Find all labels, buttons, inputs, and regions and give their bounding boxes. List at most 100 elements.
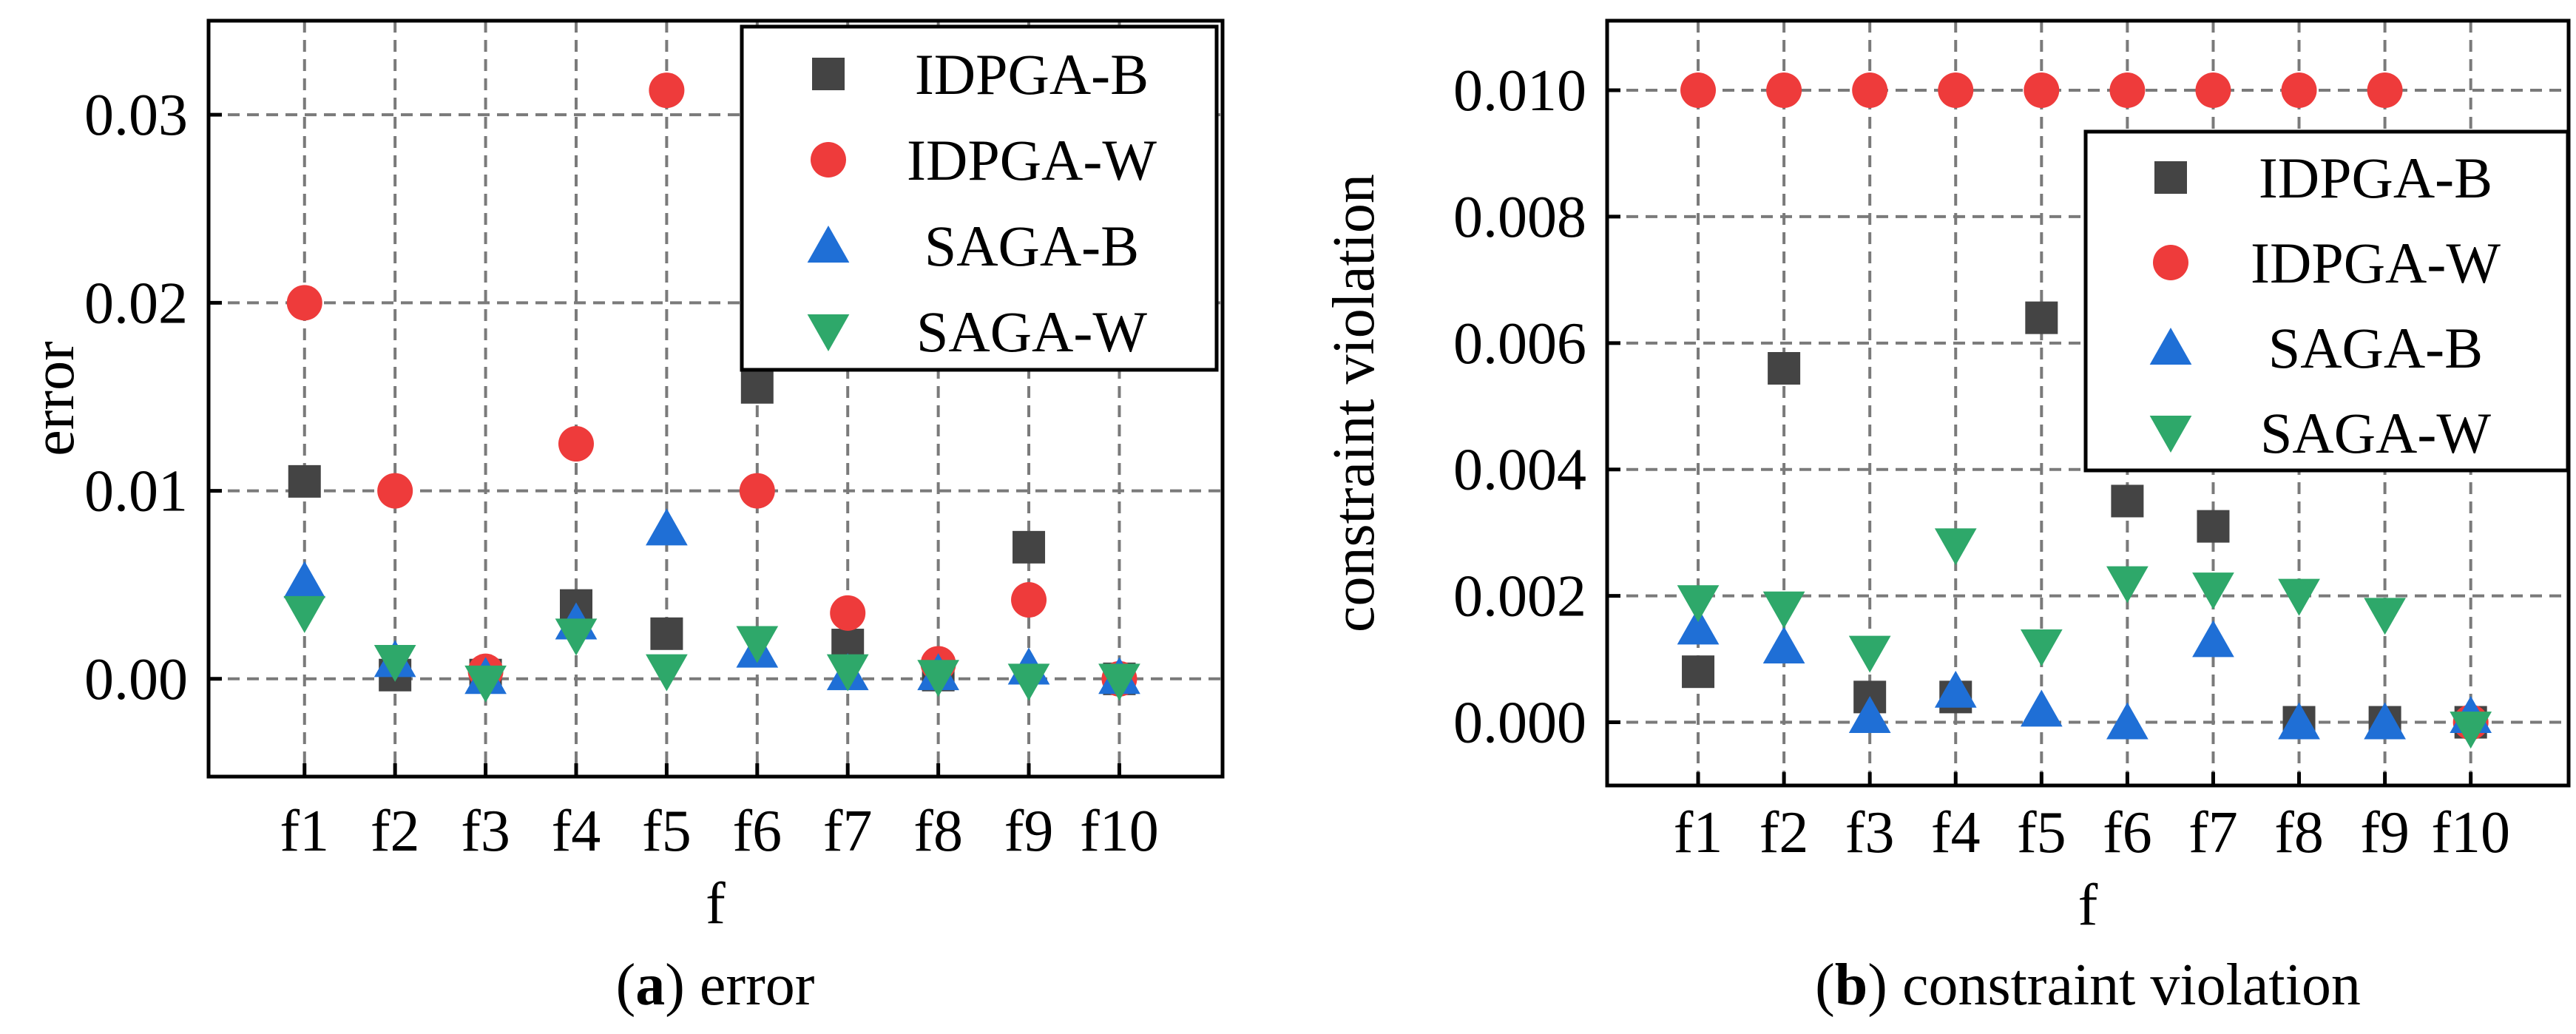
panel-b-idpga-b-point-f5 bbox=[2025, 301, 2058, 334]
panel-b-saga-w-point-f2 bbox=[1762, 591, 1805, 629]
panel-b-idpga-w-point-f8 bbox=[2281, 72, 2317, 108]
panel-b-xtick-label-f2: f2 bbox=[1759, 800, 1809, 865]
panel-a-xtick-label-f3: f3 bbox=[461, 799, 510, 864]
panel-a-saga-b-point-f5 bbox=[646, 508, 688, 546]
panel-b-xtick-label-f3: f3 bbox=[1845, 800, 1895, 865]
panel-b-saga-w-point-f6 bbox=[2106, 566, 2149, 604]
panel-a-idpga-w-point-f1 bbox=[286, 285, 322, 321]
panel-a-idpga-w-point-f4 bbox=[558, 426, 594, 462]
panel-a-legend-marker-saga-b bbox=[807, 226, 850, 263]
panel-a-xtick-label-f10: f10 bbox=[1080, 799, 1159, 864]
panel-b-idpga-w-point-f2 bbox=[1766, 72, 1802, 108]
panel-b-saga-w-point-f7 bbox=[2192, 572, 2234, 610]
panel-a-xtick-label-f9: f9 bbox=[1004, 799, 1054, 864]
panel-b-ytick-label: 0.002 bbox=[1453, 564, 1586, 629]
panel-b-caption-close-paren: ) bbox=[1867, 953, 1902, 1018]
panel-a-xtick-label-f8: f8 bbox=[913, 799, 963, 864]
panel-b-idpga-w-point-f4 bbox=[1938, 72, 1974, 108]
panel-b-saga-b-point-f6 bbox=[2106, 702, 2149, 740]
panel-a-idpga-b-point-f9 bbox=[1013, 530, 1046, 564]
panel-b-legend-marker-idpga-b bbox=[2154, 161, 2187, 194]
panel-a-caption-close-paren: ) bbox=[665, 953, 700, 1018]
panel-a-idpga-b-point-f5 bbox=[650, 617, 683, 650]
panel-b-idpga-b-point-f2 bbox=[1768, 352, 1801, 385]
panel-a-axes-frame bbox=[206, 18, 1225, 779]
panel-a-xtick-label-f5: f5 bbox=[642, 799, 692, 864]
panel-b-legend-marker-saga-b bbox=[2149, 328, 2192, 365]
panel-a-idpga-b-point-f6 bbox=[740, 371, 774, 404]
panel-b-caption-letter: b bbox=[1835, 953, 1868, 1018]
panel-b-xtick-label-f6: f6 bbox=[2103, 800, 2152, 865]
panel-b-xtick-label-f5: f5 bbox=[2017, 800, 2066, 865]
panel-b-x-axis-title: f bbox=[2078, 873, 2098, 938]
panel-a-ytick-label: 0.02 bbox=[84, 271, 188, 336]
panel-b-saga-w-point-f4 bbox=[1934, 528, 1977, 566]
panel-b-saga-w-point-f5 bbox=[2020, 629, 2063, 666]
panel-a-ytick-label: 0.00 bbox=[84, 647, 188, 712]
panel-a-legend-label-idpga-b: IDPGA-B bbox=[915, 42, 1149, 107]
panel-a-ytick-label: 0.03 bbox=[84, 83, 188, 148]
panel-a-idpga-w-point-f2 bbox=[377, 473, 413, 509]
panel-b-xtick-label-f10: f10 bbox=[2431, 800, 2510, 865]
panel-b-idpga-w-point-f6 bbox=[2109, 72, 2146, 108]
panel-b-saga-b-point-f5 bbox=[2020, 689, 2063, 727]
panel-b-constraint-violation-chart: IDPGA-B IDPGA-W SAGA-B SAGA-W 0.000 0.002 0.00… bbox=[1322, 18, 2571, 1018]
panel-a-xtick-label-f4: f4 bbox=[552, 799, 601, 864]
panel-b-ytick-label: 0.000 bbox=[1453, 691, 1586, 756]
panel-a-saga-w-point-f6 bbox=[736, 626, 779, 663]
panel-a-legend-marker-saga-w bbox=[807, 314, 850, 351]
panel-b-y-axis-title: constraint violation bbox=[1322, 174, 1387, 632]
panel-b-idpga-w-point-f9 bbox=[2367, 72, 2403, 108]
panel-a-saga-w-point-f8 bbox=[917, 660, 959, 697]
panel-b-caption-open-paren: ( bbox=[1815, 953, 1835, 1018]
panel-b-legend-marker-saga-w bbox=[2149, 416, 2192, 453]
panel-a-x-axis-title: f bbox=[706, 871, 726, 936]
panel-b-xtick-label-f8: f8 bbox=[2274, 800, 2324, 865]
panel-b-saga-b-point-f7 bbox=[2192, 620, 2234, 658]
panel-b-caption: (b) constraint violation bbox=[1815, 953, 2361, 1018]
panel-b-saga-b-point-f9 bbox=[2364, 702, 2406, 740]
panel-b-idpga-b-point-f7 bbox=[2197, 510, 2230, 543]
panel-b-xtick-label-f9: f9 bbox=[2360, 800, 2410, 865]
panel-a-xtick-label-f2: f2 bbox=[371, 799, 420, 864]
panel-b-saga-w-point-f3 bbox=[1848, 635, 1891, 673]
panel-a-legend-marker-idpga-b bbox=[812, 58, 845, 90]
panel-b-idpga-b-point-f1 bbox=[1682, 655, 1715, 689]
panel-a-ytick-label: 0.01 bbox=[84, 459, 188, 524]
panel-a-caption-text: error bbox=[700, 953, 814, 1018]
panel-b-xtick-label-f4: f4 bbox=[1931, 800, 1981, 865]
panel-b-saga-w-point-f10 bbox=[2450, 712, 2492, 749]
panel-a-caption-letter: a bbox=[635, 953, 665, 1018]
panel-b-saga-b-point-f8 bbox=[2278, 702, 2320, 740]
panel-a-idpga-b-point-f1 bbox=[288, 464, 321, 498]
panel-b-saga-b-point-f4 bbox=[1934, 670, 1977, 708]
panel-a-y-axis-title: error bbox=[21, 341, 87, 456]
panel-a-idpga-w-point-f7 bbox=[830, 595, 866, 631]
panel-a-saga-w-point-f4 bbox=[555, 618, 598, 656]
panel-a-error-chart: IDPGA-B IDPGA-W SAGA-B SAGA-W 0.00 0.01 0.02 0.… bbox=[21, 18, 1225, 1018]
panel-b-legend-label-idpga-w: IDPGA-W bbox=[2251, 231, 2501, 295]
panel-b-ytick-label: 0.008 bbox=[1453, 185, 1586, 250]
panel-b-saga-b-point-f2 bbox=[1762, 626, 1805, 663]
panel-b-idpga-w-point-f5 bbox=[2024, 72, 2060, 108]
panel-b-caption-text: constraint violation bbox=[1902, 953, 2361, 1018]
panel-a-idpga-w-point-f9 bbox=[1011, 582, 1047, 618]
panel-a-saga-b-point-f1 bbox=[283, 561, 326, 598]
panel-a-saga-w-point-f9 bbox=[1007, 663, 1050, 701]
panel-a-xtick-label-f1: f1 bbox=[280, 799, 329, 864]
panel-b-ytick-label: 0.006 bbox=[1453, 311, 1586, 376]
panel-b-xtick-label-f7: f7 bbox=[2188, 800, 2238, 865]
panel-a-caption: (a) error bbox=[616, 953, 815, 1018]
panel-a-saga-w-point-f2 bbox=[373, 644, 416, 682]
panel-b-saga-b-point-f1 bbox=[1677, 607, 1720, 645]
panel-b-axes-frame bbox=[1605, 18, 2571, 788]
panel-a-legend-label-saga-w: SAGA-W bbox=[916, 300, 1147, 364]
panel-b-idpga-w-point-f3 bbox=[1852, 72, 1888, 108]
panel-b-saga-w-point-f1 bbox=[1677, 585, 1720, 623]
panel-a-saga-w-point-f1 bbox=[283, 595, 326, 633]
panel-b-saga-w-point-f9 bbox=[2364, 598, 2406, 635]
panel-b-ytick-label: 0.010 bbox=[1453, 58, 1586, 124]
panel-a-idpga-w-point-f5 bbox=[649, 72, 685, 109]
panel-a-xtick-label-f6: f6 bbox=[732, 799, 782, 864]
